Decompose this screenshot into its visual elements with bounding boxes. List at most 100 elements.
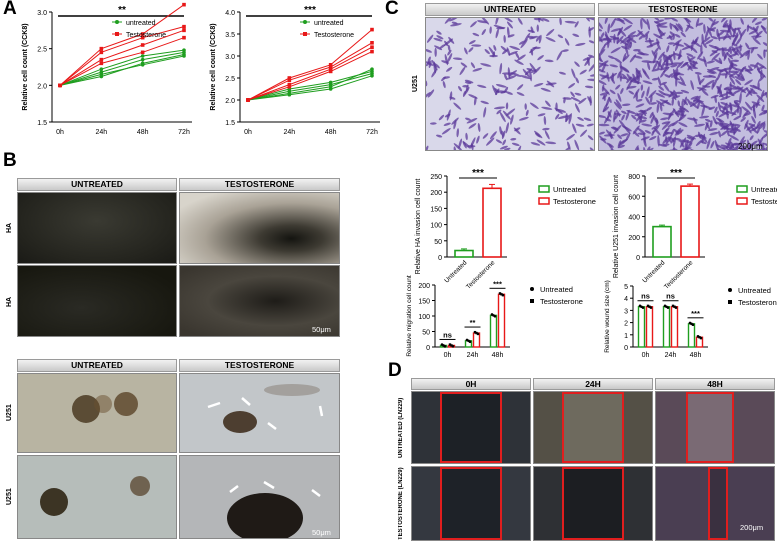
- cell-stain: [760, 89, 765, 100]
- cell-stain: [745, 49, 751, 57]
- cell-stain: [681, 100, 684, 109]
- cell-stain: [636, 99, 643, 102]
- cell-stain: [674, 24, 679, 32]
- b-top-row2-label: HA: [6, 296, 13, 308]
- testosterone-point: [370, 41, 374, 45]
- untreated-series-line: [247, 68, 373, 101]
- cell-stain: [710, 18, 716, 29]
- cell-stain: [558, 71, 566, 75]
- cell-stain: [654, 127, 661, 136]
- y-tick-label: 1.5: [37, 120, 47, 127]
- cell-stain: [604, 115, 610, 124]
- b-bottom-row2-label: U251: [6, 488, 13, 506]
- cell-stain: [484, 49, 490, 55]
- cell-stain: [708, 18, 714, 22]
- cell-stain: [695, 18, 700, 28]
- cell-stain: [574, 21, 579, 28]
- cell-stain: [525, 109, 529, 116]
- cell-stain: [678, 122, 688, 128]
- cell-stain: [431, 59, 438, 71]
- cell-stain: [623, 24, 633, 31]
- y-tick-label: 200: [628, 235, 640, 242]
- data-point: [649, 306, 653, 309]
- cell-stain: [632, 73, 637, 82]
- legend-untreated-marker: [303, 20, 307, 24]
- cell-stain: [607, 55, 615, 60]
- legend-testosterone-label: Testosterone: [314, 32, 354, 39]
- untreated-point: [140, 57, 145, 62]
- x-tick-label: 72h: [178, 129, 190, 136]
- cell-stain: [441, 76, 447, 82]
- untreated-point: [182, 54, 186, 58]
- cell-stain: [574, 92, 582, 96]
- cell-stain: [517, 54, 526, 61]
- cell-stain: [499, 111, 506, 123]
- cell-stain: [739, 92, 742, 105]
- testosterone-bar: [497, 293, 506, 348]
- cell-stain: [758, 75, 766, 82]
- cell-stain: [599, 35, 603, 43]
- cell-stain: [507, 34, 515, 38]
- cell-stain: [426, 34, 434, 43]
- cell-stain: [570, 91, 575, 98]
- cell-stain: [470, 143, 474, 150]
- cell-stain: [756, 30, 763, 37]
- cell-stain: [426, 145, 429, 150]
- untreated-point: [182, 48, 186, 52]
- cell-stain: [541, 106, 553, 110]
- cell-stain: [568, 113, 572, 125]
- cell-stain: [585, 18, 590, 22]
- cell-stain: [499, 62, 503, 75]
- cell-stain: [702, 105, 712, 110]
- cell-stain: [660, 81, 667, 86]
- cell-stain: [495, 18, 499, 25]
- data-point: [500, 293, 503, 296]
- cell-stain: [628, 31, 636, 36]
- cell-stain: [745, 101, 753, 111]
- cell-stain: [506, 21, 513, 29]
- cell-stain: [728, 71, 740, 78]
- y-tick-label: 100: [430, 223, 442, 230]
- cell-stain: [763, 49, 766, 59]
- cell-stain: [500, 45, 508, 52]
- cell-stain: [750, 88, 756, 93]
- data-point: [641, 306, 645, 309]
- cell-stain: [481, 18, 490, 25]
- cck8-chart-2: 1.5 2.0 2.5 3.0 3.5 4.0 0h 24h 48h 72h Relative ce…: [210, 5, 380, 136]
- untreated-bar: [662, 306, 671, 348]
- cell-stain: [468, 123, 477, 129]
- cell-stain: [671, 18, 678, 22]
- cell-stain: [503, 147, 511, 150]
- b-top-scale-label: 50μm: [312, 325, 331, 334]
- cell-stain: [637, 132, 646, 136]
- cell-stain: [489, 131, 497, 140]
- cell-stain: [710, 36, 718, 40]
- cell-stain: [566, 133, 575, 141]
- cell-stain: [638, 35, 644, 40]
- x-tick-label: 48h: [137, 129, 149, 136]
- testosterone-point: [246, 98, 250, 102]
- cell-stain: [621, 110, 627, 115]
- cell-stain: [701, 105, 706, 117]
- untreated-series-line: [59, 55, 185, 86]
- cell-stain: [618, 140, 627, 146]
- cell-stain: [652, 60, 659, 71]
- wound-testosterone-24h: [533, 466, 653, 541]
- testosterone-point: [328, 65, 333, 69]
- cell-stain: [722, 102, 728, 114]
- cell-stain: [544, 59, 554, 63]
- cell-stain: [695, 98, 705, 106]
- cell-stain: [646, 86, 650, 97]
- cell-stain: [627, 34, 631, 42]
- cell-stain: [471, 44, 482, 47]
- legend-untreated-swatch: [736, 185, 748, 193]
- cell-stain: [761, 104, 765, 112]
- legend-untreated-swatch: [538, 185, 550, 193]
- cell-stain: [637, 29, 645, 37]
- cell-stain: [460, 62, 468, 68]
- significance-label: **: [118, 5, 126, 16]
- cell-stain: [740, 117, 746, 122]
- testosterone-point: [287, 85, 292, 89]
- cell-stain: [766, 23, 767, 31]
